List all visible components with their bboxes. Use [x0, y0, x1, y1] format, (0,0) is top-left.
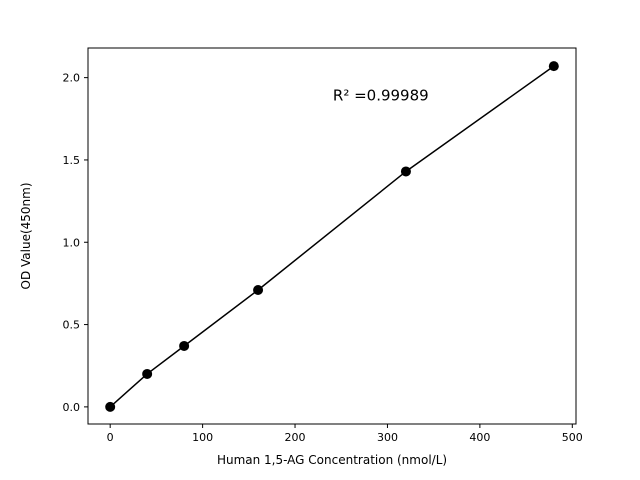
- x-tick-label: 400: [469, 431, 490, 444]
- data-point: [142, 368, 153, 379]
- data-point: [548, 61, 559, 72]
- x-tick-label: 300: [377, 431, 398, 444]
- data-point: [179, 340, 190, 351]
- y-tick-label: 1.5: [63, 154, 81, 167]
- y-tick-label: 2.0: [63, 72, 81, 85]
- trend-line: [109, 65, 555, 408]
- x-tick-label: 500: [562, 431, 583, 444]
- y-tick-label: 0.0: [63, 401, 81, 414]
- y-tick-label: 1.0: [63, 236, 81, 249]
- x-tick-label: 100: [192, 431, 213, 444]
- plot-border: [87, 47, 577, 425]
- x-tick-label: 0: [107, 431, 114, 444]
- data-point: [253, 284, 264, 295]
- y-tick-label: 0.5: [63, 319, 81, 332]
- y-axis-label: OD Value(450nm): [19, 182, 33, 289]
- data-point: [105, 401, 116, 412]
- data-point: [400, 166, 411, 177]
- x-tick-label: 200: [285, 431, 306, 444]
- x-axis-label: Human 1,5-AG Concentration (nmol/L): [217, 453, 447, 467]
- r-squared-annotation: R² =0.99989: [333, 87, 429, 105]
